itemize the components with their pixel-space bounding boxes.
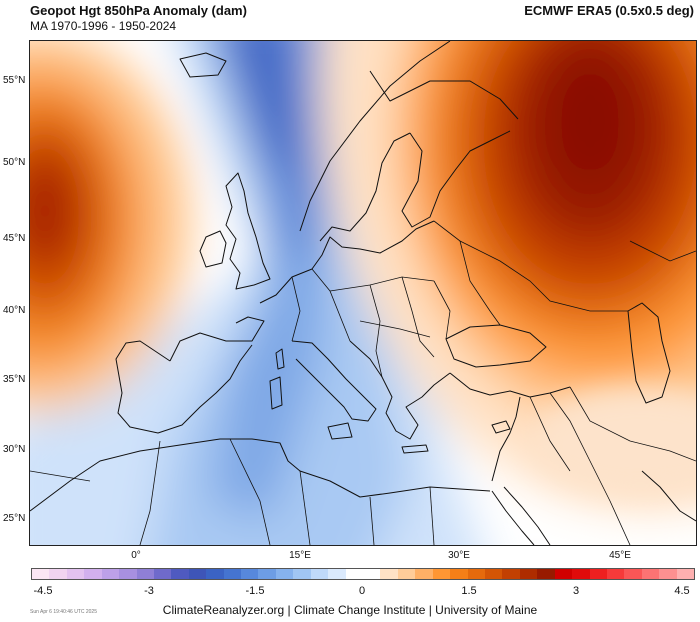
lat-label: 45°N	[3, 233, 26, 244]
colorbar-label: -4.5	[33, 585, 53, 597]
lon-label: 0°	[131, 550, 141, 561]
colorbar-swatch	[432, 569, 451, 579]
colorbar-swatch	[415, 569, 433, 579]
colorbar-swatch	[484, 569, 503, 579]
colorbar-label: -1.5	[245, 585, 265, 597]
colorbar-label: 4.5	[674, 585, 690, 597]
colorbar-swatch	[32, 569, 50, 579]
coastlines	[30, 41, 696, 545]
colorbar-swatch	[606, 569, 625, 579]
colorbar-label: 3	[572, 585, 580, 597]
lon-label: 30°E	[448, 550, 470, 561]
colorbar-swatch	[258, 569, 276, 579]
colorbar-swatch	[66, 569, 85, 579]
anomaly-map	[29, 40, 697, 546]
lat-label: 55°N	[3, 75, 26, 86]
colorbar-swatch	[206, 569, 224, 579]
colorbar-swatch	[397, 569, 416, 579]
colorbar-swatch	[467, 569, 485, 579]
colorbar-swatch	[572, 569, 590, 579]
colorbar-swatch	[153, 569, 172, 579]
colorbar-swatch	[641, 569, 660, 579]
lon-label: 45°E	[609, 550, 631, 561]
dataset-label: ECMWF ERA5 (0.5x0.5 deg)	[524, 3, 694, 18]
timestamp: Sun Apr 6 19:40:46 UTC 2025	[30, 609, 97, 615]
colorbar-swatch	[223, 569, 242, 579]
colorbar-swatch	[328, 569, 346, 579]
colorbar-swatch	[84, 569, 102, 579]
colorbar-swatch	[275, 569, 294, 579]
colorbar-swatch	[241, 569, 259, 579]
colorbar-swatch	[380, 569, 398, 579]
colorbar-swatch	[293, 569, 311, 579]
colorbar-swatch	[537, 569, 555, 579]
colorbar-swatch	[345, 569, 364, 579]
lat-label: 30°N	[3, 444, 26, 455]
map-subtitle: MA 1970-1996 - 1950-2024	[30, 19, 177, 33]
colorbar-swatch	[624, 569, 642, 579]
colorbar-swatch	[502, 569, 520, 579]
lon-label: 15°E	[289, 550, 311, 561]
colorbar-swatch	[119, 569, 137, 579]
colorbar-swatch	[589, 569, 607, 579]
lat-label: 35°N	[3, 374, 26, 385]
colorbar-swatch	[171, 569, 189, 579]
colorbar-swatch	[659, 569, 677, 579]
colorbar-swatch	[49, 569, 67, 579]
anomaly-patch-southeast	[530, 386, 696, 496]
colorbar-swatch	[519, 569, 538, 579]
colorbar-swatch	[136, 569, 154, 579]
colorbar	[31, 568, 695, 580]
map-canvas	[30, 41, 696, 545]
borders	[30, 220, 696, 545]
colorbar-swatch	[554, 569, 573, 579]
colorbar-swatch	[101, 569, 120, 579]
credits: ClimateReanalyzer.org | Climate Change I…	[162, 603, 538, 617]
map-title: Geopot Hgt 850hPa Anomaly (dam)	[30, 3, 247, 18]
colorbar-swatch	[450, 569, 468, 579]
colorbar-swatch	[310, 569, 329, 579]
colorbar-label: -3	[144, 585, 154, 597]
lat-label: 50°N	[3, 157, 26, 168]
colorbar-label: 1.5	[461, 585, 477, 597]
lat-label: 40°N	[3, 305, 26, 316]
lat-label: 25°N	[3, 513, 26, 524]
colorbar-swatch	[188, 569, 207, 579]
colorbar-swatch	[363, 569, 381, 579]
colorbar-label: 0	[358, 585, 366, 597]
colorbar-swatch	[676, 569, 695, 579]
